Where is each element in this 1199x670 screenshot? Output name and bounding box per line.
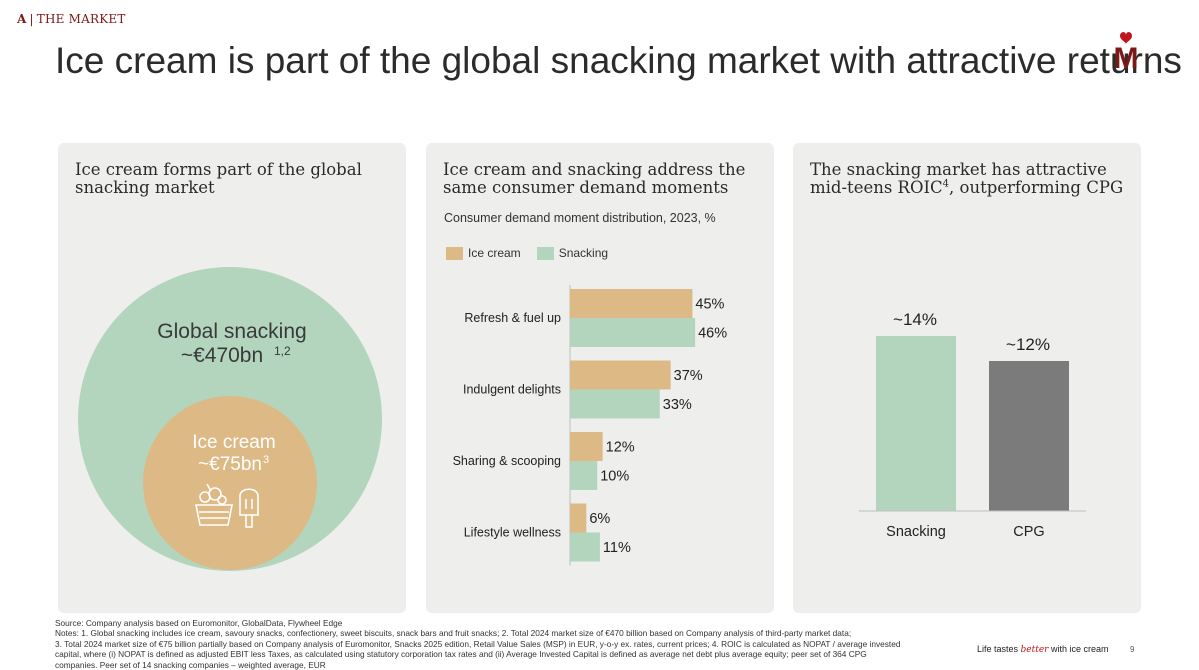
data-label: 12%: [606, 440, 635, 456]
page-number: 9: [1130, 645, 1135, 654]
bar-snacking: [570, 318, 696, 347]
note-line: 3. Total 2024 market size of €75 billion…: [55, 638, 901, 649]
data-label: ~14%: [893, 310, 937, 329]
note-line: companies. Peer set of 14 snacking compa…: [55, 659, 326, 670]
panel-title: Ice cream and snacking address the same …: [443, 160, 746, 197]
category-label: CPG: [1013, 524, 1044, 540]
ice-cream-label: Ice cream: [192, 432, 275, 453]
bar-ice-cream: [570, 432, 603, 461]
data-label: 46%: [698, 326, 727, 342]
bar-snacking: [876, 336, 956, 511]
global-snacking-label: Global snacking: [157, 320, 306, 343]
page-title: Ice cream is part of the global snacking…: [55, 40, 1182, 81]
section-label: A | THE MARKET: [17, 12, 126, 26]
demand-bar-chart: Refresh & fuel up 45% 46% Indulgent delight…: [453, 285, 727, 566]
source-note: Source: Company analysis based on Euromo…: [55, 618, 343, 628]
panel-title: Ice cream forms part of the global snack…: [75, 160, 362, 197]
bar-ice-cream: [570, 360, 671, 390]
chart-legend: Ice cream Snacking: [446, 246, 624, 260]
legend-item-ice-cream: Ice cream: [446, 246, 521, 260]
note-line: capital, where (i) NOPAT is defined as a…: [55, 649, 867, 660]
sundae-icon: [195, 483, 233, 526]
global-snacking-sup: 1,2: [274, 344, 291, 358]
note-line: Notes: 1. Global snacking includes ice c…: [55, 628, 852, 639]
ice-cream-value: ~€75bn: [198, 454, 262, 475]
data-label: 33%: [663, 397, 692, 413]
bar-cpg: [989, 361, 1069, 511]
bar-snacking: [570, 532, 600, 562]
category-label: Sharing & scooping: [453, 454, 561, 468]
chart-subtitle: Consumer demand moment distribution, 202…: [444, 211, 716, 225]
ice-cream-sup: 3: [263, 454, 269, 466]
market-circles: Global snacking ~€470bn 1,2 Ice cream ~€…: [78, 267, 382, 571]
data-label: 6%: [589, 511, 610, 527]
popsicle-icon: [239, 488, 259, 528]
roic-bar-chart: ~14% Snacking ~12% CPG: [859, 310, 1086, 540]
data-label: 37%: [674, 368, 703, 384]
tagline: Life tastes better with ice cream: [977, 644, 1109, 655]
panel-market-size: Ice cream forms part of the global snack…: [58, 143, 406, 613]
panel-demand-moments: Ice cream and snacking address the same …: [426, 143, 774, 613]
data-label: 45%: [695, 297, 724, 313]
svg-text:M: M: [1114, 42, 1139, 70]
category-label: Indulgent delights: [463, 383, 561, 397]
data-label: 11%: [603, 540, 631, 556]
bar-ice-cream: [570, 503, 587, 533]
brand-logo: M: [1114, 32, 1139, 70]
category-label: Snacking: [886, 524, 946, 540]
category-label: Lifestyle wellness: [464, 526, 561, 540]
panel-roic: The snacking market has attractive mid-t…: [793, 143, 1141, 613]
ice-cream-circle: [143, 396, 317, 570]
data-label: 10%: [600, 469, 629, 485]
category-label: Refresh & fuel up: [464, 311, 561, 325]
bar-ice-cream: [570, 289, 693, 318]
bar-snacking: [570, 461, 598, 490]
footnotes: Source: Company analysis based on Euromo…: [55, 618, 955, 670]
global-snacking-value: ~€470bn: [181, 344, 263, 367]
legend-item-snacking: Snacking: [536, 246, 608, 260]
bar-snacking: [570, 389, 660, 419]
panel-title: The snacking market has attractive mid-t…: [810, 160, 1124, 197]
data-label: ~12%: [1006, 335, 1050, 354]
